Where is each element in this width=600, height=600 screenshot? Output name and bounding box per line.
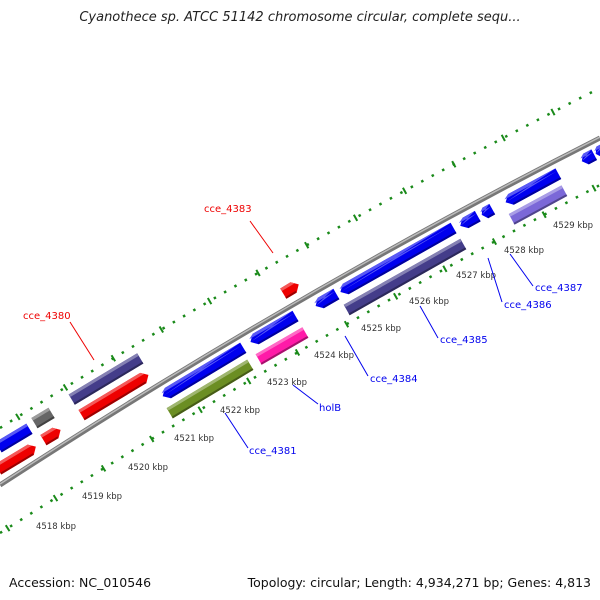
gene-label-cce_4384[interactable]: cce_4384 [370,374,418,385]
gene-glyph-highlight [480,203,491,215]
gene-glyph-shadow [347,231,457,295]
gene-cce_4383[interactable] [280,279,302,299]
gene-glyph-highlight [339,222,452,293]
gene-glyph [315,288,340,309]
genome-summary-text: Topology: circular; Length: 4,934,271 bp… [247,575,591,590]
gene-glyph-highlight [0,444,36,467]
gene-holB[interactable] [247,310,299,347]
gene-glyph-highlight [68,353,139,397]
gene-glyph-shadow [73,361,144,405]
gene-glyph-highlight [161,342,242,397]
gene-glyph [343,238,467,316]
gene-glyph-shadow [169,351,247,399]
gene-glyph-highlight [580,149,593,162]
gene-glyph-shadow [257,319,299,345]
gene-label-holB[interactable]: holB [319,403,341,414]
gene-labels: cce_4380 cce_4383 cce_4381 holB cce_4384… [23,204,583,457]
gene-glyph-shadow [467,219,481,229]
gene-glyph-shadow [83,381,147,421]
gene-glyph-shadow [322,297,340,309]
gene-glyph-highlight [255,327,304,357]
gene-cce_4380[interactable] [78,370,151,421]
gene-glyph-shadow [512,177,562,205]
gene-glyph [166,359,254,419]
chromosome-backbone [0,135,600,488]
gene-cce_4385-product[interactable] [343,238,467,316]
gene-glyph-highlight [343,238,462,308]
gene-glyph-shadow [260,335,309,365]
gene-glyph [78,372,149,421]
gene-label-cce_4386[interactable]: cce_4386 [504,300,552,311]
scale-label: 4526 kbp [409,297,449,307]
scale-labels: 4518 kbp 4519 kbp 4520 kbp 4521 kbp 4522… [36,221,593,532]
gene-cce_4381-product[interactable] [166,359,254,419]
gene-feature[interactable] [0,423,33,453]
map-title: Cyanothece sp. ATCC 51142 chromosome cir… [79,10,521,25]
gene-glyph [0,423,33,453]
gene-glyph [340,222,457,295]
scale-label: 4519 kbp [82,492,122,502]
outer-scale [0,84,600,431]
gene-feature[interactable] [479,203,496,220]
scale-label: 4520 kbp [128,463,168,473]
scale-label: 4529 kbp [553,221,593,231]
gene-glyph-highlight [504,168,557,203]
gene-glyph-shadow [36,416,55,429]
gene-cce_4381[interactable] [160,342,247,402]
scale-label: 4527 kbp [456,271,496,281]
gene-glyph [68,353,144,405]
gene-label-cce_4381[interactable]: cce_4381 [249,446,297,457]
scale-label: 4525 kbp [361,324,401,334]
gene-glyph-highlight [508,185,563,217]
gene-glyph-shadow [487,212,496,219]
gene-glyph-highlight [249,310,294,342]
gene-label-cce_4387[interactable]: cce_4387 [535,283,583,294]
gene-glyph-shadow [348,247,467,316]
gene-cce_4380-product[interactable] [68,353,144,405]
gene-glyph-shadow [171,368,254,419]
gene-glyph-shadow [0,432,33,453]
gene-label-cce_4383[interactable]: cce_4383 [204,204,252,215]
gene-label-cce_4385[interactable]: cce_4385 [440,335,488,346]
gene-holB-product[interactable] [255,327,309,365]
gene-glyph [162,342,247,399]
gene-cce_4386[interactable] [457,210,481,231]
gene-feature[interactable] [40,425,63,446]
scale-label: 4528 kbp [504,246,544,256]
gene-glyph-highlight [314,288,335,306]
gene-glyph [255,327,309,365]
gene-glyph-shadow [587,158,597,165]
gene-glyph-highlight [166,359,249,411]
scale-label: 4522 kbp [220,406,260,416]
scale-label: 4521 kbp [174,434,214,444]
gene-glyph-shadow [45,436,59,446]
gene-cce_4387[interactable] [503,168,562,207]
scale-label: 4524 kbp [314,351,354,361]
gene-glyph-highlight [0,423,28,445]
gene-feature[interactable] [579,149,597,166]
gene-glyph-shadow [0,453,34,475]
scale-label: 4518 kbp [36,522,76,532]
gene-glyph [31,407,55,429]
gene-cce_4384[interactable] [313,288,340,311]
gene-cce_4387-product[interactable] [508,185,568,225]
gene-glyph-shadow [513,194,568,225]
gene-glyph [250,310,299,345]
gene-glyph [505,168,562,205]
gene-label-cce_4380[interactable]: cce_4380 [23,311,71,322]
scale-label: 4523 kbp [267,378,307,388]
gene-glyph-shadow [285,290,297,299]
inner-scale [0,181,600,536]
accession-text: Accession: NC_010546 [9,575,152,590]
gene-glyph-highlight [458,210,477,226]
gene-feature[interactable] [31,407,55,429]
gene-glyph-highlight [31,407,50,421]
gene-glyph [508,185,568,225]
gene-cce_4385[interactable] [337,222,457,297]
gene-feature[interactable] [0,442,39,475]
gene-glyph [0,444,36,475]
